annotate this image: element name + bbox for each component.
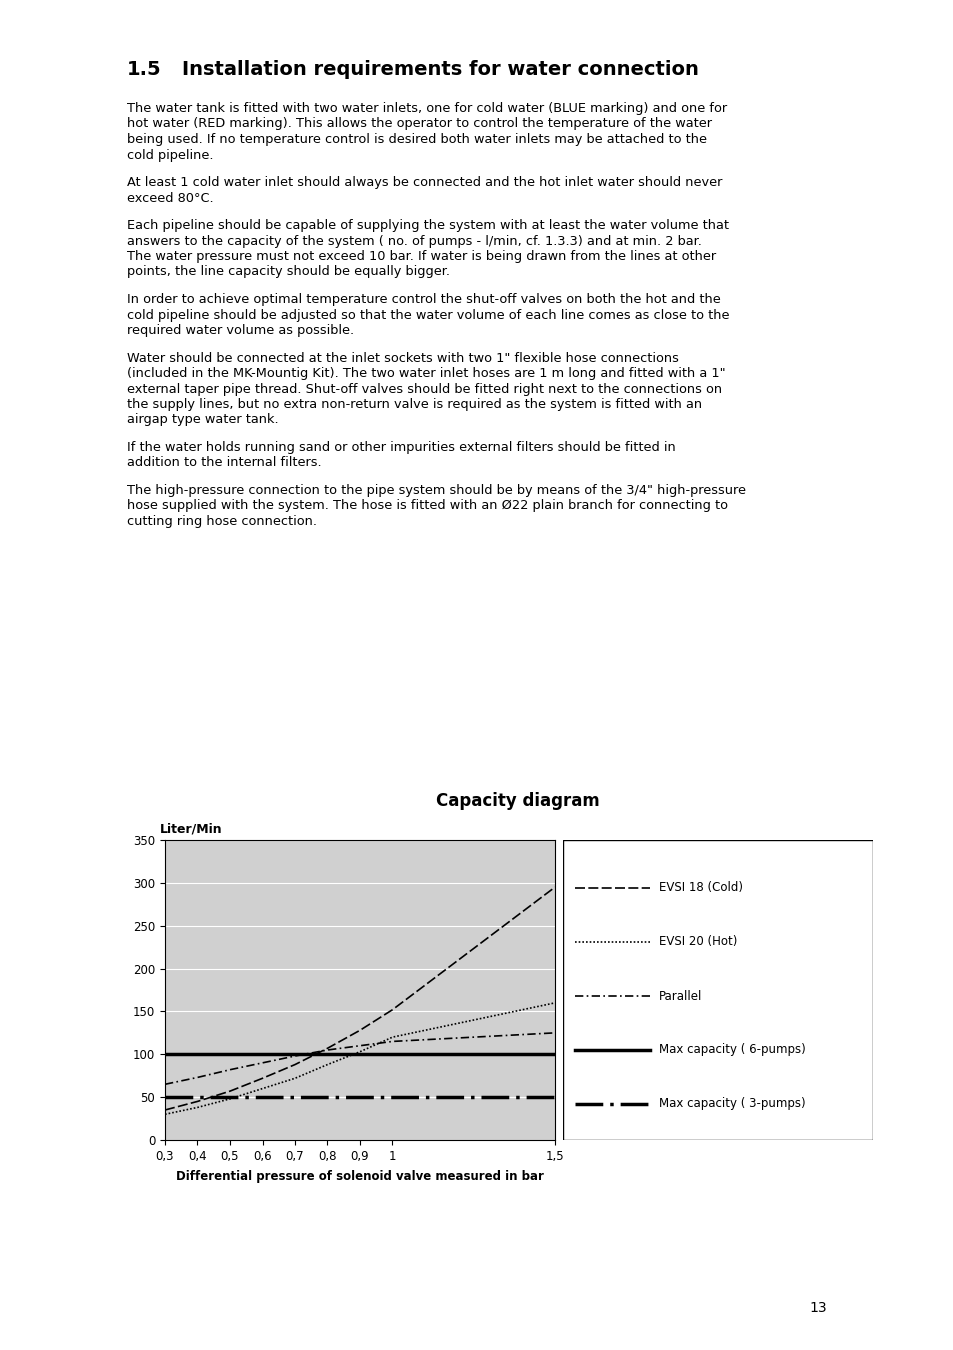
- Text: At least 1 cold water inlet should always be connected and the hot inlet water s: At least 1 cold water inlet should alway…: [127, 176, 721, 189]
- Text: answers to the capacity of the system ( no. of pumps - l/min, cf. 1.3.3) and at : answers to the capacity of the system ( …: [127, 235, 701, 247]
- Text: EVSI 20 (Hot): EVSI 20 (Hot): [659, 936, 737, 949]
- Text: airgap type water tank.: airgap type water tank.: [127, 413, 278, 427]
- Text: 13: 13: [808, 1301, 826, 1315]
- Text: Parallel: Parallel: [659, 990, 701, 1003]
- Text: Water should be connected at the inlet sockets with two 1" flexible hose connect: Water should be connected at the inlet s…: [127, 351, 679, 364]
- Text: 1.5: 1.5: [127, 59, 161, 80]
- Text: The water pressure must not exceed 10 bar. If water is being drawn from the line: The water pressure must not exceed 10 ba…: [127, 250, 716, 263]
- Text: hose supplied with the system. The hose is fitted with an Ø22 plain branch for c: hose supplied with the system. The hose …: [127, 500, 727, 513]
- Text: cutting ring hose connection.: cutting ring hose connection.: [127, 514, 316, 528]
- Text: Capacity diagram: Capacity diagram: [436, 792, 598, 810]
- Text: (included in the MK-Mountig Kit). The two water inlet hoses are 1 m long and fit: (included in the MK-Mountig Kit). The tw…: [127, 367, 725, 379]
- Text: hot water (RED marking). This allows the operator to control the temperature of : hot water (RED marking). This allows the…: [127, 117, 711, 131]
- Text: required water volume as possible.: required water volume as possible.: [127, 324, 354, 338]
- Text: external taper pipe thread. Shut-off valves should be fitted right next to the c: external taper pipe thread. Shut-off val…: [127, 382, 721, 396]
- Text: The high-pressure connection to the pipe system should be by means of the 3/4" h: The high-pressure connection to the pipe…: [127, 485, 745, 497]
- X-axis label: Differential pressure of solenoid valve measured in bar: Differential pressure of solenoid valve …: [176, 1169, 543, 1183]
- Text: Max capacity ( 6-pumps): Max capacity ( 6-pumps): [659, 1044, 805, 1057]
- Text: EVSI 18 (Cold): EVSI 18 (Cold): [659, 882, 742, 895]
- Text: In order to achieve optimal temperature control the shut-off valves on both the : In order to achieve optimal temperature …: [127, 293, 720, 306]
- Text: exceed 80°C.: exceed 80°C.: [127, 192, 213, 204]
- Text: the supply lines, but no extra non-return valve is required as the system is fit: the supply lines, but no extra non-retur…: [127, 398, 701, 410]
- Text: Each pipeline should be capable of supplying the system with at least the water : Each pipeline should be capable of suppl…: [127, 219, 728, 232]
- Text: cold pipeline.: cold pipeline.: [127, 148, 213, 162]
- Text: Max capacity ( 3-pumps): Max capacity ( 3-pumps): [659, 1098, 805, 1111]
- Text: addition to the internal filters.: addition to the internal filters.: [127, 456, 321, 470]
- Text: If the water holds running sand or other impurities external filters should be f: If the water holds running sand or other…: [127, 441, 675, 454]
- Text: Installation requirements for water connection: Installation requirements for water conn…: [182, 59, 699, 80]
- Text: The water tank is fitted with two water inlets, one for cold water (BLUE marking: The water tank is fitted with two water …: [127, 103, 726, 115]
- Text: Liter/Min: Liter/Min: [160, 824, 223, 836]
- Text: being used. If no temperature control is desired both water inlets may be attach: being used. If no temperature control is…: [127, 134, 706, 146]
- Text: points, the line capacity should be equally bigger.: points, the line capacity should be equa…: [127, 266, 450, 278]
- Text: cold pipeline should be adjusted so that the water volume of each line comes as : cold pipeline should be adjusted so that…: [127, 309, 729, 321]
